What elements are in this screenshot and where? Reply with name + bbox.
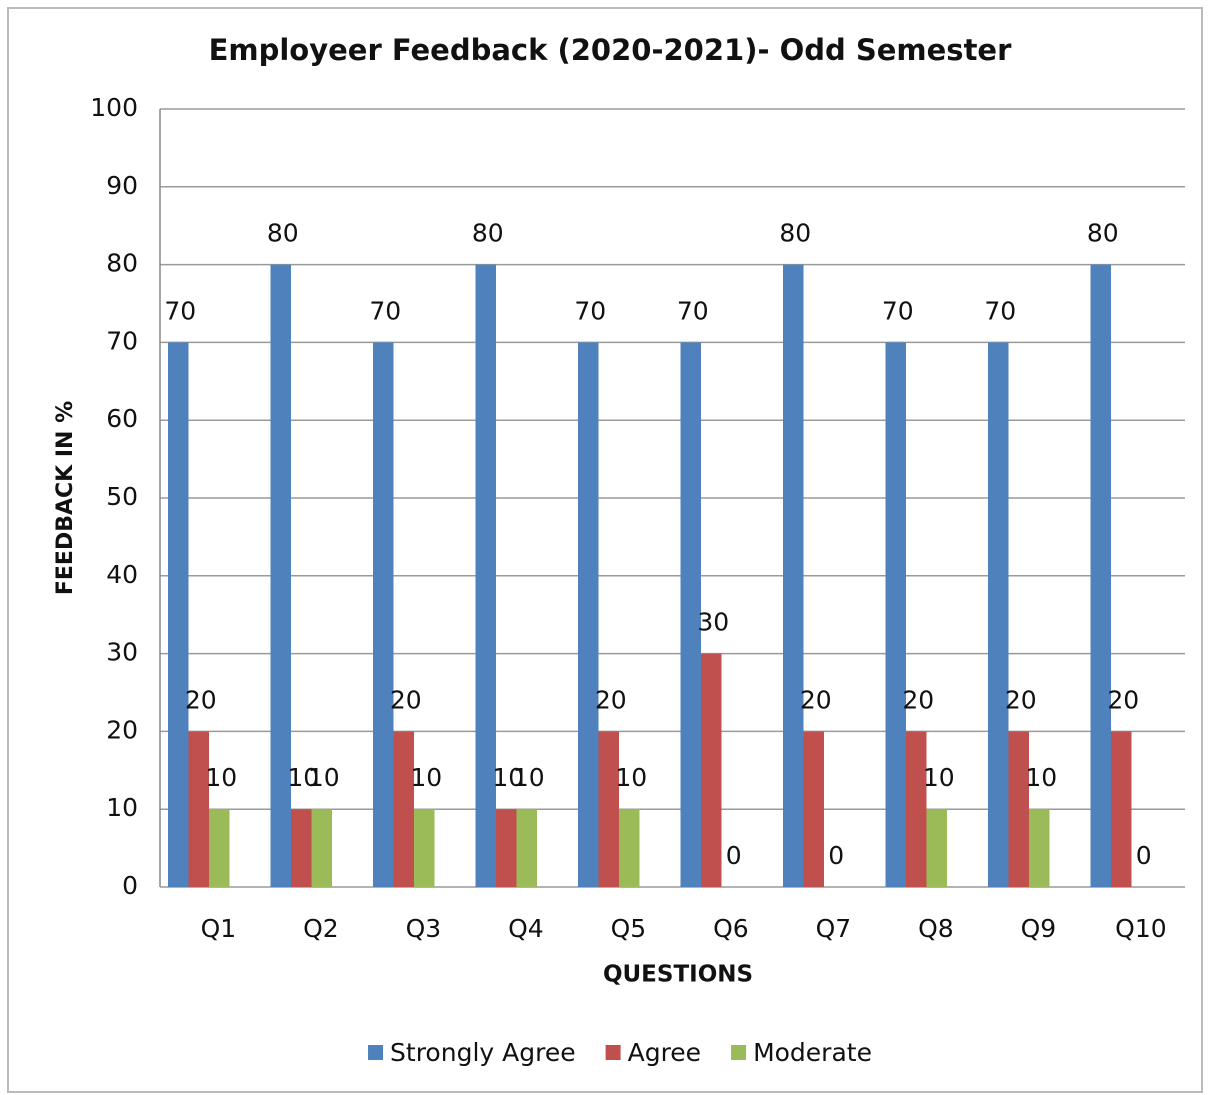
data-label: 70 bbox=[164, 296, 196, 325]
legend-label: Moderate bbox=[753, 1038, 872, 1067]
bar bbox=[598, 731, 619, 887]
data-label: 70 bbox=[369, 296, 401, 325]
bar bbox=[783, 264, 804, 888]
data-label: 80 bbox=[779, 219, 811, 248]
bar bbox=[619, 809, 640, 887]
data-label: 80 bbox=[1087, 219, 1119, 248]
y-tick-label: 100 bbox=[90, 93, 138, 122]
x-tick-label: Q7 bbox=[816, 914, 852, 943]
data-label: 70 bbox=[984, 296, 1016, 325]
bar bbox=[209, 809, 230, 887]
data-label: 10 bbox=[923, 763, 955, 792]
data-label: 10 bbox=[308, 763, 340, 792]
bar bbox=[803, 731, 824, 887]
data-label: 20 bbox=[1107, 685, 1139, 714]
bar bbox=[680, 342, 701, 887]
bar bbox=[291, 809, 312, 887]
y-tick-label: 90 bbox=[106, 171, 138, 200]
x-tick-label: Q2 bbox=[303, 914, 339, 943]
data-label: 10 bbox=[513, 763, 545, 792]
y-tick-label: 80 bbox=[106, 249, 138, 278]
x-tick-label: Q5 bbox=[611, 914, 647, 943]
bar bbox=[1111, 731, 1132, 887]
y-tick-label: 0 bbox=[122, 871, 138, 900]
bar bbox=[188, 731, 209, 887]
x-tick-label: Q6 bbox=[713, 914, 749, 943]
y-axis-label: FEEDBACK IN % bbox=[53, 401, 78, 595]
y-tick-label: 60 bbox=[106, 404, 138, 433]
bar bbox=[270, 264, 291, 888]
legend-swatch bbox=[605, 1045, 621, 1060]
data-label: 20 bbox=[185, 685, 217, 714]
bar bbox=[475, 264, 496, 888]
data-label: 80 bbox=[267, 219, 299, 248]
data-label: 20 bbox=[595, 685, 627, 714]
data-label: 30 bbox=[697, 608, 729, 637]
y-tick-label: 50 bbox=[106, 482, 138, 511]
data-label: 70 bbox=[677, 296, 709, 325]
data-label: 80 bbox=[472, 219, 504, 248]
bar bbox=[926, 809, 947, 887]
data-label: 0 bbox=[726, 841, 742, 870]
bar bbox=[496, 809, 517, 887]
bar bbox=[701, 653, 722, 887]
data-label: 10 bbox=[205, 763, 237, 792]
x-tick-label: Q10 bbox=[1115, 914, 1167, 943]
bar bbox=[516, 809, 537, 887]
chart-title: Employeer Feedback (2020-2021)- Odd Seme… bbox=[209, 33, 1013, 67]
x-tick-label: Q3 bbox=[406, 914, 442, 943]
x-axis-label: QUESTIONS bbox=[603, 962, 753, 988]
bar bbox=[373, 342, 394, 887]
legend-label: Agree bbox=[628, 1038, 701, 1067]
data-label: 10 bbox=[1025, 763, 1057, 792]
bar bbox=[1029, 809, 1050, 887]
y-tick-label: 70 bbox=[106, 326, 138, 355]
data-label: 70 bbox=[882, 296, 914, 325]
x-tick-label: Q8 bbox=[918, 914, 954, 943]
bar bbox=[988, 342, 1009, 887]
data-label: 10 bbox=[492, 763, 524, 792]
bar bbox=[885, 342, 906, 887]
x-tick-label: Q4 bbox=[508, 914, 544, 943]
data-label: 20 bbox=[1005, 685, 1037, 714]
bar bbox=[906, 731, 927, 887]
y-tick-label: 20 bbox=[106, 715, 138, 744]
bar bbox=[168, 342, 189, 887]
bar bbox=[1090, 264, 1111, 888]
x-tick-label: Q9 bbox=[1021, 914, 1057, 943]
x-tick-label: Q1 bbox=[201, 914, 237, 943]
data-label: 10 bbox=[287, 763, 319, 792]
y-tick-label: 10 bbox=[106, 793, 138, 822]
legend-swatch bbox=[731, 1045, 747, 1060]
bar bbox=[393, 731, 414, 887]
data-label: 20 bbox=[390, 685, 422, 714]
data-label: 10 bbox=[410, 763, 442, 792]
data-label: 10 bbox=[615, 763, 647, 792]
bar bbox=[311, 809, 332, 887]
legend-label: Strongly Agree bbox=[390, 1038, 576, 1067]
bar bbox=[1008, 731, 1029, 887]
data-label: 0 bbox=[1136, 841, 1152, 870]
y-tick-label: 30 bbox=[106, 638, 138, 667]
data-label: 0 bbox=[828, 841, 844, 870]
legend-swatch bbox=[368, 1045, 384, 1060]
bar bbox=[414, 809, 435, 887]
data-label: 20 bbox=[800, 685, 832, 714]
data-label: 70 bbox=[574, 296, 606, 325]
data-label: 20 bbox=[902, 685, 934, 714]
bar bbox=[578, 342, 599, 887]
y-tick-label: 40 bbox=[106, 560, 138, 589]
